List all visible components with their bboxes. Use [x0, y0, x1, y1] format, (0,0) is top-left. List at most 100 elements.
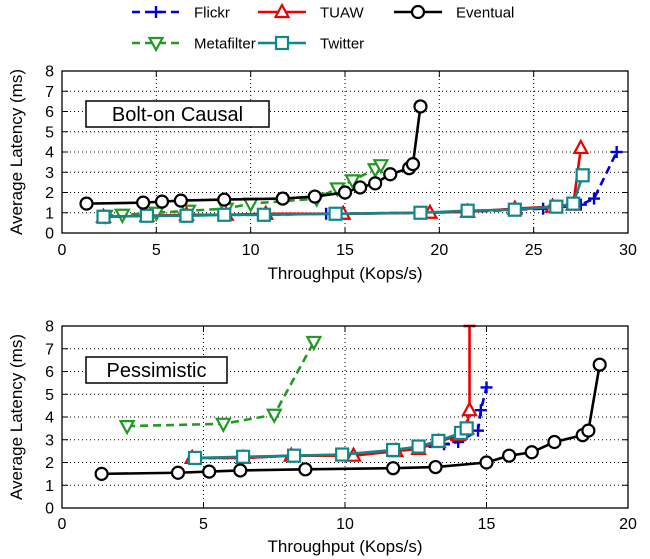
- data-point-eventual: [170, 465, 186, 480]
- x-tick-label: 10: [242, 242, 260, 259]
- data-point-metafilter: [265, 408, 283, 425]
- y-tick-label: 3: [45, 432, 54, 449]
- data-point-eventual: [547, 434, 562, 450]
- data-point-eventual: [592, 357, 607, 372]
- series-group: [79, 99, 623, 226]
- chart-pessimistic: 0 5 10 15 20 0 1 2 3 4 5 6 7 8 Pessimistic Throughput (…: [7, 319, 637, 557]
- data-point-metafilter: [344, 174, 361, 190]
- annotation-frame: [85, 356, 228, 384]
- data-point-twitter: [386, 442, 401, 458]
- legend-label: Eventual: [456, 5, 514, 22]
- x-axis-label: Throughput (Kops/s): [268, 264, 423, 283]
- data-point-twitter: [431, 433, 446, 448]
- data-point-twitter: [411, 439, 426, 454]
- y-axis-ticks: 0 1 2 3 4 5 6 7 8: [45, 319, 628, 518]
- data-point-flickr: [480, 381, 493, 394]
- data-point-eventual: [136, 195, 151, 210]
- y-tick-label: 7: [45, 341, 54, 358]
- y-axis-label: Average Latency (ms): [7, 69, 26, 235]
- y-tick-label: 6: [45, 104, 54, 121]
- y-tick-label: 0: [45, 226, 54, 243]
- annotation-box: Bolt-on Causal: [85, 100, 270, 128]
- y-axis-ticks: 0 1 2 3 4 5 6 7 8: [45, 64, 628, 243]
- data-point-eventual: [383, 167, 398, 182]
- series-twitter: [96, 168, 590, 224]
- x-tick-label: 20: [430, 242, 448, 259]
- legend-marker-plus: [150, 6, 162, 18]
- plot-frame: [61, 70, 629, 234]
- data-point-eventual: [581, 423, 596, 438]
- x-tick-label: 15: [478, 516, 496, 533]
- legend-entry-tuaw: TUAW: [258, 2, 364, 22]
- legend-entry-flickr: Flickr: [132, 5, 230, 22]
- x-tick-label: 15: [336, 242, 354, 259]
- chart-bolt-on-causal: 0 5 10 15 20 25 30 0 1 2 3 4 5 6 7 8 Bolt-on Causal Throu…: [7, 64, 637, 284]
- y-tick-label: 5: [45, 124, 54, 141]
- y-tick-label: 7: [45, 84, 54, 101]
- annotation-text: Bolt-on Causal: [112, 104, 243, 126]
- x-tick-label: 10: [336, 516, 354, 533]
- data-point-eventual: [202, 464, 217, 479]
- y-tick-label: 0: [45, 501, 54, 518]
- annotation-box: Pessimistic: [85, 356, 228, 384]
- data-point-twitter: [460, 203, 475, 218]
- series-group: [94, 324, 607, 481]
- y-tick-label: 6: [45, 364, 54, 381]
- data-point-eventual: [368, 176, 383, 191]
- series-twitter: [187, 421, 474, 466]
- data-point-flickr: [610, 146, 623, 158]
- data-point-eventual: [413, 99, 428, 114]
- legend-label: Metafilter: [194, 36, 256, 53]
- data-point-eventual: [275, 191, 290, 206]
- y-axis-label: Average Latency (ms): [7, 334, 26, 500]
- data-point-twitter: [413, 205, 428, 220]
- legend-label: Twitter: [320, 36, 364, 53]
- data-point-eventual: [337, 185, 353, 200]
- data-point-eventual: [352, 180, 368, 195]
- legend-label: Flickr: [194, 5, 230, 22]
- x-axis-ticks: 0 5 10 15 20 25 30: [58, 71, 637, 259]
- x-tick-label: 25: [525, 242, 543, 259]
- data-point-flickr: [588, 192, 601, 205]
- data-point-twitter: [139, 208, 154, 223]
- data-point-metafilter: [118, 420, 136, 436]
- data-point-twitter: [286, 448, 302, 463]
- data-point-tuaw: [461, 400, 478, 417]
- data-point-eventual: [298, 462, 313, 477]
- legend-entry-eventual: Eventual: [394, 5, 514, 22]
- x-tick-label: 0: [58, 242, 67, 259]
- legend-marker-circle: [410, 4, 426, 20]
- data-point-eventual: [233, 463, 248, 478]
- gridlines: [62, 326, 628, 508]
- data-point-metafilter: [214, 417, 232, 434]
- y-tick-label: 2: [45, 185, 54, 202]
- data-point-twitter: [256, 207, 271, 222]
- y-tick-label: 3: [45, 165, 54, 182]
- data-point-eventual: [502, 448, 517, 463]
- legend-label: TUAW: [320, 5, 364, 22]
- gridlines: [62, 71, 628, 233]
- data-point-eventual: [173, 193, 188, 208]
- data-point-metafilter: [372, 159, 390, 175]
- data-point-twitter: [179, 208, 194, 223]
- data-point-twitter: [217, 207, 232, 222]
- legend-marker-triangle-up: [273, 2, 291, 19]
- series-eventual: [94, 357, 607, 481]
- x-tick-label: 30: [619, 242, 637, 259]
- data-point-twitter: [507, 202, 522, 217]
- data-point-flickr: [474, 404, 487, 417]
- data-point-eventual: [524, 445, 539, 460]
- annotation-text: Pessimistic: [106, 360, 206, 382]
- data-point-twitter: [459, 421, 474, 436]
- x-axis-label: Throughput (Kops/s): [268, 537, 423, 556]
- data-point-twitter: [549, 199, 564, 214]
- data-point-eventual: [479, 455, 494, 470]
- y-tick-label: 1: [45, 478, 54, 495]
- data-point-eventual: [428, 459, 443, 475]
- legend-entry-metafilter: Metafilter: [132, 36, 256, 53]
- y-tick-label: 2: [45, 455, 54, 472]
- data-point-flickr: [472, 424, 485, 437]
- data-point-twitter: [335, 447, 350, 462]
- y-tick-label: 8: [45, 64, 54, 81]
